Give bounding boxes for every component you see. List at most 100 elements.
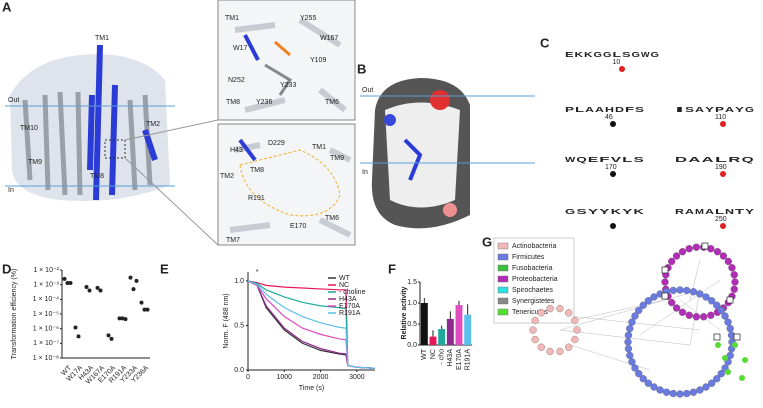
residue-label: TM8 <box>226 99 240 106</box>
x-axis-label: Time (s) <box>299 385 324 392</box>
point <box>142 307 147 312</box>
y-tick-label: 1 × 10⁻⁷ <box>33 340 59 347</box>
conserved-dot <box>619 66 625 72</box>
bar <box>446 318 454 345</box>
point <box>120 316 125 321</box>
logo-letter: S <box>635 107 645 114</box>
annotation: * <box>256 269 259 276</box>
network-node <box>683 286 691 295</box>
legend-label: E170A <box>339 303 360 310</box>
network-node <box>715 342 721 348</box>
logo-letter: A <box>688 157 700 164</box>
legend-label: - choline <box>339 289 366 296</box>
network-node <box>702 293 710 301</box>
y-tick-label: 1 × 10⁻⁶ <box>33 326 59 333</box>
network-node <box>692 243 700 251</box>
point <box>95 285 100 290</box>
logo-letter: G <box>594 52 603 59</box>
panel-letter: A <box>2 0 12 14</box>
network-node <box>669 389 677 398</box>
network-node <box>722 355 728 361</box>
structure-label: TM2 <box>146 121 160 128</box>
network-node <box>678 308 687 316</box>
residue-label: R191 <box>248 195 265 202</box>
conserved-dot <box>720 171 726 177</box>
logo-letter: F <box>599 157 611 164</box>
network-node <box>571 316 579 325</box>
network-node <box>739 375 745 381</box>
network-node <box>644 379 652 387</box>
network-node <box>692 313 700 321</box>
network-node <box>696 386 704 394</box>
logo-letter: R <box>728 157 740 164</box>
network-node <box>669 286 677 295</box>
point <box>62 276 67 281</box>
logo-letter: M <box>695 209 704 216</box>
residue-label: Y109 <box>310 57 326 64</box>
legend-label: WT <box>339 275 351 282</box>
residue-label: TM6 <box>325 215 339 222</box>
residue-label: Y233 <box>280 82 296 89</box>
logo-letter: S <box>634 157 645 164</box>
logo-letter: G <box>745 107 755 114</box>
y-tick-label: 0.0 <box>407 342 417 349</box>
network-node <box>713 301 721 309</box>
network-node <box>730 271 738 279</box>
y-tick-label: 1 × 10⁻³ <box>33 282 59 289</box>
logo-letter: Y <box>705 107 715 114</box>
y-tick-label: 1 × 10⁻² <box>33 267 59 274</box>
point <box>134 278 139 283</box>
structure-label: TM8 <box>90 173 104 180</box>
network-node <box>696 290 704 298</box>
logo-letter: G <box>651 52 660 59</box>
conserved-dot <box>610 171 616 177</box>
network-node <box>701 242 709 250</box>
network-node <box>644 297 652 305</box>
legend-label: R191A <box>339 310 361 317</box>
logo-letter: R <box>675 209 684 216</box>
point <box>87 288 92 293</box>
bar <box>464 314 472 345</box>
legend-swatch <box>497 264 509 272</box>
network-node <box>726 324 734 333</box>
x-tick-label: NC <box>430 349 437 359</box>
logo-letter: G <box>603 52 612 59</box>
logo-letter: L <box>613 52 623 59</box>
point <box>131 287 136 292</box>
network-node <box>639 375 647 383</box>
structure-label: In <box>8 187 14 194</box>
logo-letter: K <box>575 52 584 59</box>
bar <box>420 303 428 345</box>
residue-label: TM9 <box>330 155 344 162</box>
x-tick-label: - cho <box>439 349 446 365</box>
residue-label: D229 <box>268 140 285 147</box>
residue-label: Y236 <box>256 99 272 106</box>
network-node <box>702 383 710 391</box>
network-node <box>707 245 715 253</box>
structure-a <box>5 0 356 246</box>
panel-letter: G <box>482 234 492 249</box>
network-node <box>639 301 647 309</box>
panel-letter: F <box>388 261 396 276</box>
point <box>68 280 73 285</box>
y-tick-label: 1.0 <box>234 278 244 285</box>
line-series <box>247 280 376 369</box>
y-tick-label: 0.0 <box>234 367 244 374</box>
panel-letter: B <box>357 61 366 76</box>
y-axis-label: Norm. F (488 nm) <box>223 293 230 348</box>
network-node <box>573 326 581 334</box>
bar <box>429 336 437 345</box>
network-node <box>635 306 643 314</box>
network-node <box>529 326 537 334</box>
network-node <box>628 318 636 326</box>
network-node <box>668 298 676 307</box>
logo-letter: D <box>615 107 624 114</box>
point <box>73 325 78 330</box>
logo-letter: Y <box>735 107 745 114</box>
x-tick-label: H43A <box>447 349 454 367</box>
y-tick-label: 1 × 10⁻⁸ <box>33 355 59 362</box>
network-node <box>676 390 684 398</box>
position-label: 110 <box>715 114 726 121</box>
logo-letter: V <box>611 157 622 164</box>
point <box>128 275 133 280</box>
